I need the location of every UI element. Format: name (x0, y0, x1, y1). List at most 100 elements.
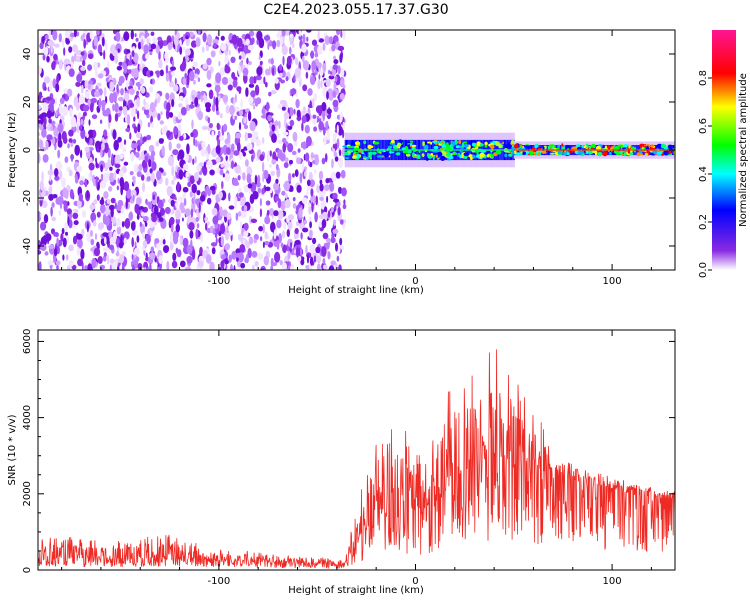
spectrogram-noise-cell (137, 123, 141, 133)
spectrogram-band-cell (524, 145, 530, 148)
spectrogram-noise-cell (216, 166, 220, 174)
spectrogram-noise-cell (40, 221, 47, 231)
spectrogram-y-tick-label: 0 (22, 147, 33, 153)
spectrogram-noise-cell (52, 136, 56, 146)
spectrogram-noise-cell (158, 138, 164, 144)
spectrogram-noise-cell (40, 244, 47, 252)
spectrogram-noise-cell (75, 50, 82, 56)
spectrogram-noise-cell (205, 254, 212, 264)
spectrogram-noise-cell (339, 219, 344, 225)
spectrogram-noise-cell (93, 199, 98, 205)
spectrogram-noise-cell (93, 36, 97, 47)
spectrogram-noise-cell (242, 239, 246, 245)
spectrogram-noise-cell (299, 222, 305, 230)
spectrogram-noise-cell (251, 264, 255, 270)
spectrogram-noise-cell (69, 107, 73, 118)
spectrogram-noise-cell (162, 171, 167, 177)
spectrogram-noise-cell (106, 173, 110, 177)
spectrogram-noise-cell (289, 33, 294, 39)
spectrogram-noise-cell (260, 267, 265, 270)
spectrogram-noise-cell (47, 169, 54, 176)
spectrogram-noise-cell (171, 165, 175, 177)
spectrogram-noise-cell (281, 230, 286, 239)
spectrogram-noise-cell (123, 92, 130, 102)
spectrogram-noise-cell (318, 170, 324, 181)
spectrogram-noise-cell (152, 37, 158, 45)
spectrogram-band-cell (480, 143, 484, 147)
spectrogram-noise-cell (62, 254, 65, 261)
spectrogram-noise-cell (158, 217, 164, 222)
spectrogram-noise-cell (204, 102, 212, 109)
spectrogram-noise-cell (266, 151, 270, 162)
spectrogram-noise-cell (150, 78, 153, 85)
spectrogram-noise-cell (157, 36, 163, 41)
spectrogram-noise-cell (246, 166, 253, 177)
spectrogram-noise-cell (138, 163, 143, 171)
spectrogram-noise-cell (281, 45, 288, 56)
snr-y-label: SNR (10 * v/v) (7, 414, 18, 485)
spectrogram-noise-cell (290, 186, 294, 192)
spectrogram-noise-cell (234, 198, 237, 209)
spectrogram-noise-cell (265, 68, 270, 76)
spectrogram-noise-cell (304, 152, 310, 162)
spectrogram-noise-cell (179, 135, 184, 141)
spectrogram-noise-cell (101, 196, 104, 205)
spectrogram-noise-cell (109, 244, 114, 251)
spectrogram-noise-cell (250, 90, 256, 98)
spectrogram-noise-cell (38, 152, 41, 164)
spectrogram-noise-cell (45, 34, 49, 40)
spectrogram-noise-cell (80, 55, 83, 63)
colorbar-label: Normalized spectral amplitude (738, 73, 749, 227)
spectrogram-noise-cell (303, 219, 308, 224)
spectrogram-noise-cell (177, 153, 180, 161)
spectrogram-noise-cell (110, 197, 116, 204)
spectrogram-band-cell (656, 143, 663, 149)
spectrogram-noise-cell (143, 32, 150, 37)
spectrogram-noise-cell (195, 228, 199, 240)
spectrogram-noise-cell (216, 86, 219, 98)
spectrogram-noise-cell (103, 191, 109, 199)
spectrogram-noise-cell (283, 162, 289, 169)
spectrogram-noise-cell (255, 139, 262, 147)
spectrogram-band-cell (494, 140, 498, 144)
spectrogram-noise-cell (197, 30, 201, 35)
spectrogram-noise-cell (114, 258, 118, 268)
spectrogram-noise-cell (97, 222, 105, 230)
spectrogram-noise-cell (100, 203, 106, 214)
spectrogram-noise-cell (180, 106, 187, 116)
spectrogram-noise-cell (164, 206, 171, 215)
spectrogram-noise-cell (96, 211, 101, 218)
snr-series-line (38, 349, 675, 569)
spectrogram-noise-cell (292, 131, 298, 142)
spectrogram-noise-cell (179, 63, 186, 72)
spectrogram-band-cell (468, 141, 472, 145)
spectrogram-noise-cell (213, 42, 217, 48)
spectrogram-noise-cell (307, 201, 312, 209)
spectrogram-noise-cell (251, 250, 258, 258)
spectrogram-noise-cell (322, 264, 328, 270)
spectrogram-band-cell (661, 143, 666, 149)
spectrogram-noise-cell (319, 196, 324, 201)
spectrogram-noise-cell (280, 242, 284, 248)
spectrogram-noise-cell (268, 66, 271, 76)
spectrogram-noise-cell (124, 218, 131, 229)
spectrogram-noise-cell (246, 57, 249, 65)
spectrogram-noise-cell (155, 141, 160, 147)
spectrogram-noise-cell (333, 35, 337, 46)
spectrogram-noise-cell (278, 120, 281, 129)
spectrogram-noise-cell (309, 179, 316, 188)
spectrogram-noise-cell (54, 175, 60, 181)
spectrogram-noise-cell (94, 157, 98, 163)
spectrogram-noise-cell (134, 103, 137, 108)
spectrogram-noise-cell (140, 38, 144, 50)
spectrogram-noise-cell (336, 124, 339, 135)
spectrogram-noise-cell (236, 37, 243, 48)
spectrogram-noise-cell (218, 94, 221, 103)
spectrogram-noise-cell (301, 257, 305, 263)
spectrogram-noise-cell (59, 97, 65, 105)
spectrogram-noise-cell (327, 210, 331, 218)
spectrogram-noise-cell (179, 202, 185, 213)
spectrogram-noise-cell (104, 236, 107, 245)
spectrogram-noise-cell (281, 190, 286, 196)
